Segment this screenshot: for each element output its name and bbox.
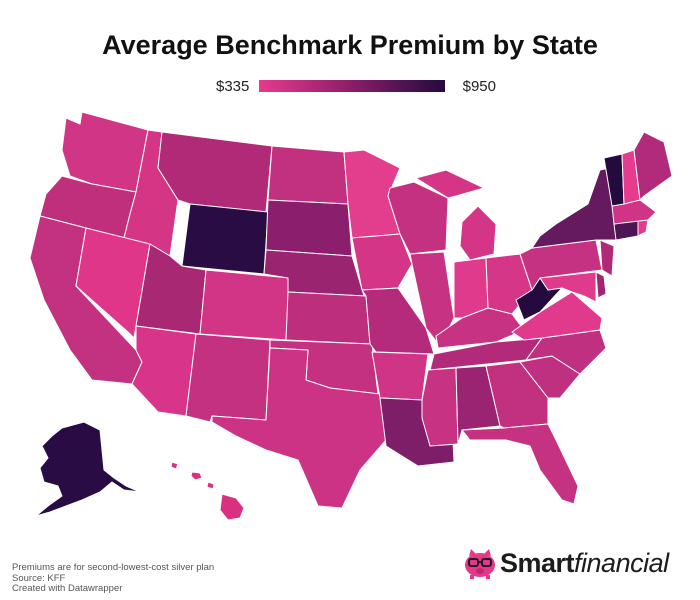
state-de[interactable] xyxy=(595,271,607,299)
legend-max-label: $950 xyxy=(462,78,496,95)
state-va[interactable] xyxy=(511,291,603,341)
legend-min-label: $335 xyxy=(216,78,250,95)
piggy-bank-with-glasses-icon xyxy=(465,549,495,579)
state-me[interactable] xyxy=(633,131,673,201)
map-title: Average Benchmark Premium by State xyxy=(102,30,598,60)
note-source: Source: KFF xyxy=(12,572,66,584)
note-credit: Created with Datawrapper xyxy=(12,583,123,594)
state-az[interactable] xyxy=(131,325,197,417)
state-hi[interactable] xyxy=(170,461,245,521)
state-ms[interactable] xyxy=(421,367,459,447)
state-nv[interactable] xyxy=(75,227,151,339)
state-tx[interactable] xyxy=(211,347,387,509)
state-ky[interactable] xyxy=(435,307,525,349)
legend-gradient-bar xyxy=(259,80,445,92)
state-nm[interactable] xyxy=(185,333,271,423)
state-ak[interactable] xyxy=(35,421,156,517)
state-nj[interactable] xyxy=(599,239,615,277)
state-mi[interactable] xyxy=(415,169,497,261)
state-ia[interactable] xyxy=(351,233,413,291)
brand-wordmark: Smartfinancial xyxy=(500,548,669,579)
state-co[interactable] xyxy=(199,269,291,341)
brand-word-financial: financial xyxy=(574,548,669,578)
state-ar[interactable] xyxy=(371,351,429,401)
brand-word-smart: Smart xyxy=(500,548,575,578)
state-in[interactable] xyxy=(453,257,489,319)
state-wi[interactable] xyxy=(387,181,449,255)
state-nd[interactable] xyxy=(267,145,349,205)
footnotes: Premiums are for second-lowest-cost silv… xyxy=(12,562,215,595)
state-md[interactable] xyxy=(539,271,597,303)
note-plan: Premiums are for second-lowest-cost silv… xyxy=(12,562,215,573)
state-ks[interactable] xyxy=(285,291,371,345)
state-fl[interactable] xyxy=(461,423,579,505)
brand-logo: Smartfinancial xyxy=(462,544,682,584)
state-wy[interactable] xyxy=(181,203,269,275)
state-al[interactable] xyxy=(455,365,501,445)
color-legend: $335 $950 xyxy=(216,78,496,96)
state-sd[interactable] xyxy=(265,199,353,257)
state-ri[interactable] xyxy=(637,219,649,237)
